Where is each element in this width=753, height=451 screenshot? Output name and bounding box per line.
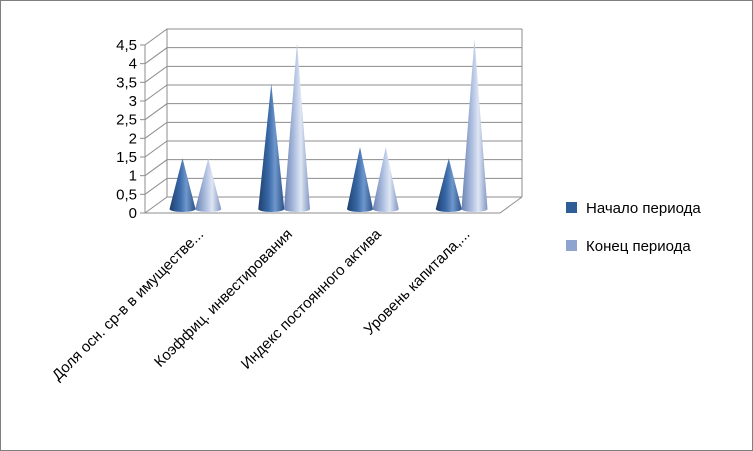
gridline xyxy=(144,177,522,195)
y-tick-label: 0 xyxy=(129,205,137,222)
cone-bar xyxy=(169,158,196,213)
gridline xyxy=(144,65,522,83)
cone-bar xyxy=(372,147,399,213)
y-tick-label: 1,5 xyxy=(116,149,137,166)
x-category-label: Индекс постоянного актива xyxy=(238,225,385,372)
y-tick-label: 1 xyxy=(129,168,137,185)
legend-label: Начало периода xyxy=(586,200,701,217)
gridline xyxy=(144,28,522,46)
chart-grid xyxy=(144,28,523,214)
y-tick-label: 2,5 xyxy=(116,112,137,129)
gridline xyxy=(144,103,522,121)
y-tick-label: 4 xyxy=(129,56,137,73)
legend-swatch xyxy=(566,240,577,251)
gridline xyxy=(144,140,522,158)
cone-bar xyxy=(347,147,374,213)
cone-bar xyxy=(435,158,462,213)
legend: Начало периода Конец периода xyxy=(566,200,701,255)
legend-swatch xyxy=(566,202,577,213)
y-tick-label: 3 xyxy=(129,93,137,110)
gridline xyxy=(144,84,522,102)
floor-front-edge xyxy=(145,196,523,214)
cone-bar xyxy=(461,38,488,213)
gridline xyxy=(144,159,522,177)
cone-bar xyxy=(284,42,310,212)
y-tick-label: 3,5 xyxy=(116,74,137,91)
legend-label: Конец периода xyxy=(586,238,691,255)
x-category-label: Доля осн. ср-в в имуществе... xyxy=(49,226,207,384)
gridline xyxy=(144,47,522,65)
y-axis: 0 0,51 1,5 22,5 3 3,54 4,5 xyxy=(116,37,146,222)
y-tick-label: 4,5 xyxy=(116,37,137,54)
y-tick-label: 0,5 xyxy=(116,186,137,203)
gridline xyxy=(144,121,522,139)
cone-bar xyxy=(195,158,222,213)
chart-bars xyxy=(169,38,488,213)
cone-bar xyxy=(258,83,285,213)
y-tick-label: 2 xyxy=(129,130,137,147)
x-axis: Доля осн. ср-в в имуществе...Коэффиц. ин… xyxy=(49,225,474,384)
